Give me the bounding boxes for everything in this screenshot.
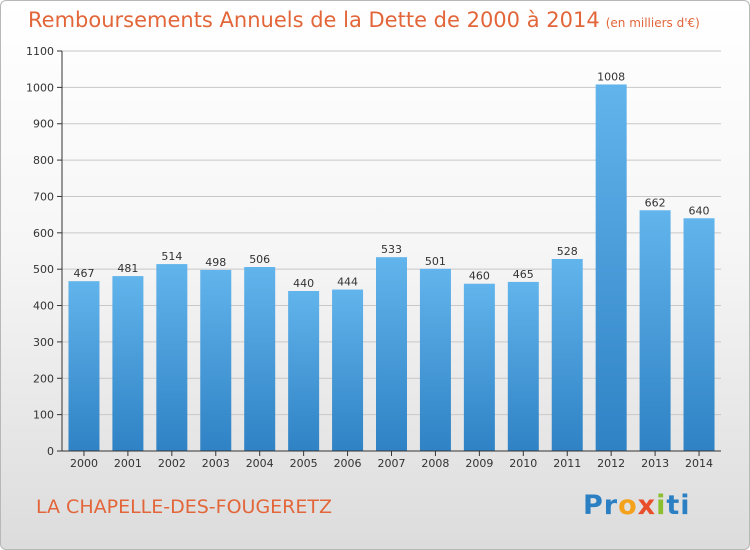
bar-value-label: 662 xyxy=(645,196,666,209)
bar-value-label: 498 xyxy=(205,256,226,269)
logo-part-2: o xyxy=(618,490,638,521)
x-tick-label: 2007 xyxy=(378,457,406,470)
bar xyxy=(156,264,188,451)
bar-value-label: 533 xyxy=(381,243,402,256)
bar xyxy=(595,84,627,452)
x-tick-label: 2009 xyxy=(465,457,493,470)
bar xyxy=(551,259,583,451)
bar xyxy=(244,267,276,451)
y-tick-label: 300 xyxy=(33,336,54,349)
x-tick-label: 2000 xyxy=(70,457,98,470)
bar-value-label: 506 xyxy=(249,253,270,266)
x-tick-label: 2010 xyxy=(509,457,537,470)
bar-value-label: 528 xyxy=(557,245,578,258)
bar xyxy=(419,268,451,451)
y-tick-label: 100 xyxy=(33,409,54,422)
bar-value-label: 514 xyxy=(161,250,182,263)
y-tick-label: 500 xyxy=(33,263,54,276)
bar xyxy=(639,210,671,451)
bar xyxy=(112,276,144,451)
y-tick-label: 400 xyxy=(33,300,54,313)
logo-part-3: x xyxy=(637,490,657,521)
bar xyxy=(200,269,232,451)
bar-value-label: 440 xyxy=(293,277,314,290)
x-tick-label: 2004 xyxy=(246,457,274,470)
x-tick-label: 2003 xyxy=(202,457,230,470)
bar xyxy=(683,218,715,451)
bar-value-label: 481 xyxy=(117,262,138,275)
x-tick-label: 2005 xyxy=(290,457,318,470)
bar xyxy=(288,291,320,451)
bar xyxy=(376,257,407,451)
y-tick-label: 200 xyxy=(33,372,54,385)
unit-note: (en milliers d'€) xyxy=(605,16,700,30)
bar-value-label: 465 xyxy=(513,268,534,281)
bar xyxy=(463,283,495,451)
y-tick-label: 0 xyxy=(47,445,54,458)
bar xyxy=(332,289,364,451)
bar-value-label: 501 xyxy=(425,255,446,268)
bar xyxy=(68,281,100,451)
bar-value-label: 460 xyxy=(469,270,490,283)
y-tick-label: 600 xyxy=(33,227,54,240)
proxiti-logo[interactable]: Proxiti xyxy=(583,490,691,521)
bars: 467 481 514 498 506 440 444 533 501 460 465 528 1008… xyxy=(68,70,715,452)
bar xyxy=(507,281,539,451)
x-tick-label: 2001 xyxy=(114,457,142,470)
commune-name: LA CHAPELLE-DES-FOUGERETZ xyxy=(36,496,333,518)
x-tick-label: 2008 xyxy=(421,457,449,470)
y-tick-label: 1000 xyxy=(26,81,54,94)
x-tick-label: 2002 xyxy=(158,457,186,470)
axes: 0 100 200 300 400 500 600 700 800 900 1000 1100 2000… xyxy=(26,45,721,470)
title-text: Remboursements Annuels de la Dette de 20… xyxy=(28,8,600,32)
x-tick-label: 2011 xyxy=(553,457,581,470)
y-tick-label: 700 xyxy=(33,190,54,203)
logo-part-1: Pr xyxy=(583,490,619,521)
bar-value-label: 444 xyxy=(337,276,358,289)
x-tick-label: 2006 xyxy=(334,457,362,470)
y-tick-label: 1100 xyxy=(26,45,54,58)
x-tick-label: 2012 xyxy=(597,457,625,470)
chart-title: Remboursements Annuels de la Dette de 20… xyxy=(28,8,700,32)
logo-part-4: i xyxy=(656,490,667,521)
x-tick-label: 2013 xyxy=(641,457,669,470)
y-tick-label: 800 xyxy=(33,154,54,167)
bar-value-label: 640 xyxy=(689,204,710,217)
bar-value-label: 1008 xyxy=(597,70,625,83)
logo-part-5: ti xyxy=(666,490,691,521)
y-tick-label: 900 xyxy=(33,118,54,131)
x-tick-label: 2014 xyxy=(685,457,713,470)
bar-value-label: 467 xyxy=(73,267,94,280)
